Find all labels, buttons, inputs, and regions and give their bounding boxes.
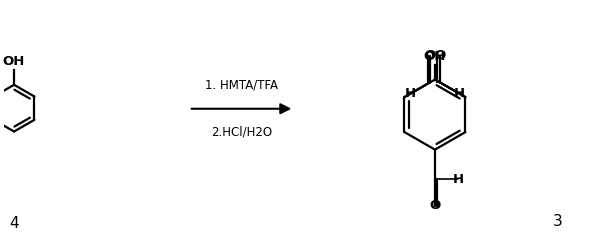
Text: H: H <box>405 87 416 100</box>
Text: H: H <box>452 173 463 186</box>
Text: 2.HCl/H2O: 2.HCl/H2O <box>211 125 272 139</box>
Text: O: O <box>429 199 440 212</box>
Text: O: O <box>434 49 445 62</box>
Text: OH: OH <box>424 50 446 63</box>
Text: 3: 3 <box>553 214 563 229</box>
Text: O: O <box>425 49 436 62</box>
Text: H: H <box>454 87 465 100</box>
Text: 4: 4 <box>9 216 19 231</box>
Text: 1. HMTA/TFA: 1. HMTA/TFA <box>205 79 278 92</box>
Text: OH: OH <box>3 55 25 68</box>
